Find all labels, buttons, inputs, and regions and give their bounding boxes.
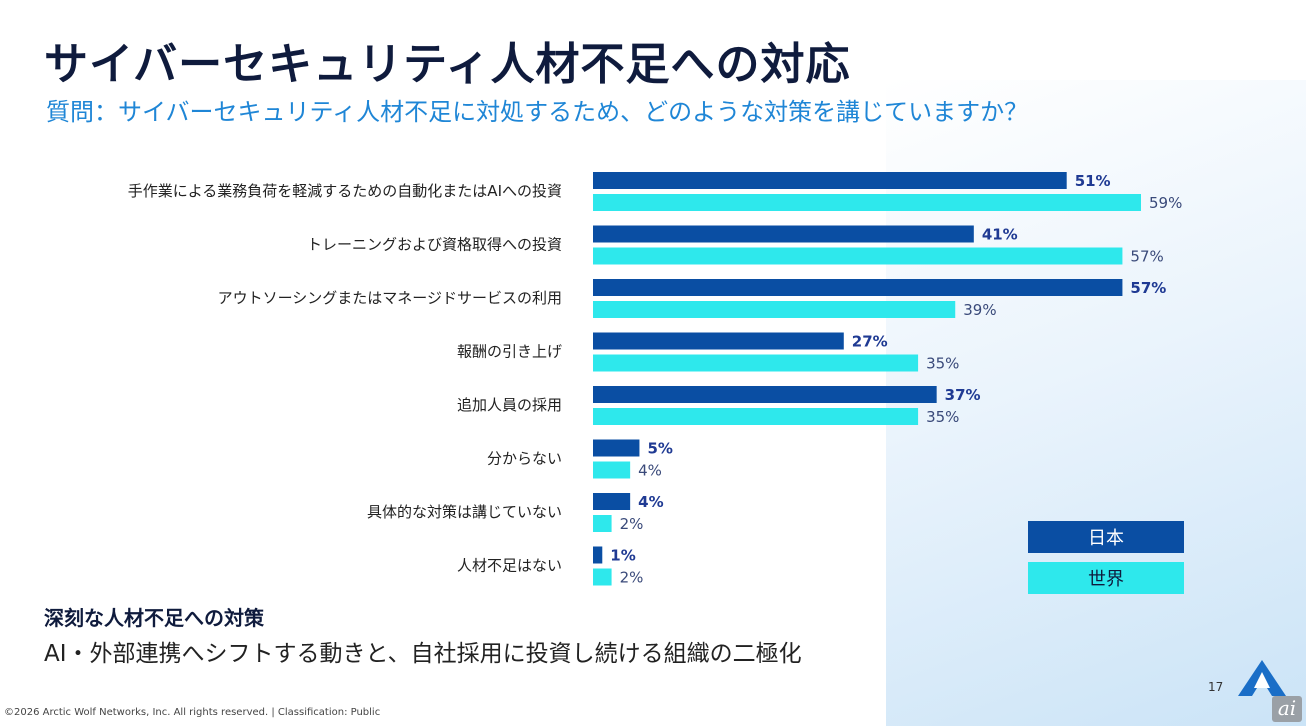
category-label: 人材不足はない — [457, 557, 562, 575]
bar-japan — [593, 225, 974, 243]
value-label-japan: 4% — [638, 493, 663, 511]
bar-world — [593, 461, 631, 479]
bar-chart: 手作業による業務負荷を軽減するための自動化またはAIへの投資 51% 59% トレーニ… — [128, 172, 1182, 587]
question-subtitle: 質問：サイバーセキュリティ人材不足に対処するため、どのような対策を講じていますか… — [46, 98, 1029, 126]
value-label-world: 39% — [963, 301, 996, 319]
bar-world — [593, 568, 612, 586]
category-label: 手作業による業務負荷を軽減するための自動化またはAIへの投資 — [128, 182, 562, 200]
category-label: 追加人員の採用 — [457, 396, 562, 414]
arctic-wolf-logo-icon — [1238, 660, 1286, 696]
page-title: サイバーセキュリティ人材不足への対応 — [44, 39, 851, 90]
value-label-japan: 5% — [647, 440, 672, 458]
category-label: アウトソーシングまたはマネージドサービスの利用 — [218, 289, 562, 307]
value-label-japan: 1% — [610, 547, 635, 565]
value-label-world: 35% — [926, 408, 959, 426]
value-label-japan: 51% — [1075, 172, 1111, 190]
value-label-world: 2% — [620, 569, 644, 587]
value-label-world: 2% — [620, 515, 644, 533]
page-number: 17 — [1208, 680, 1224, 694]
legend-world: 世界 — [1028, 562, 1184, 594]
bar-japan — [593, 493, 631, 510]
bar-japan — [593, 439, 640, 457]
value-label-japan: 41% — [982, 226, 1018, 244]
value-label-world: 4% — [638, 462, 662, 480]
value-label-world: 59% — [1149, 194, 1182, 212]
watermark-logo: ai — [1272, 696, 1302, 722]
value-label-world: 57% — [1130, 248, 1163, 266]
bar-japan — [593, 386, 937, 403]
category-label: 分からない — [487, 450, 562, 468]
bar-world — [593, 301, 956, 318]
category-label: 具体的な対策は講じていない — [367, 503, 562, 521]
conclusion-heading: 深刻な人材不足への対策 — [44, 606, 264, 630]
value-label-world: 35% — [926, 355, 959, 373]
legend-japan: 日本 — [1028, 521, 1184, 553]
bar-japan — [593, 332, 844, 350]
bar-world — [593, 408, 919, 425]
value-label-japan: 27% — [852, 333, 888, 351]
bar-world — [593, 247, 1123, 265]
bar-japan — [593, 172, 1067, 189]
bar-world — [593, 354, 919, 372]
value-label-japan: 57% — [1130, 279, 1166, 297]
category-label: トレーニングおよび資格取得への投資 — [307, 236, 562, 254]
category-label: 報酬の引き上げ — [457, 343, 562, 361]
conclusion-text: AI・外部連携へシフトする動きと、自社採用に投資し続ける組織の二極化 — [44, 641, 802, 667]
value-label-japan: 37% — [945, 386, 981, 404]
bar-world — [593, 194, 1141, 211]
bar-japan — [593, 546, 603, 564]
bar-world — [593, 515, 612, 532]
copyright-footer: ©2026 Arctic Wolf Networks, Inc. All rig… — [4, 707, 381, 718]
bar-japan — [593, 279, 1123, 296]
